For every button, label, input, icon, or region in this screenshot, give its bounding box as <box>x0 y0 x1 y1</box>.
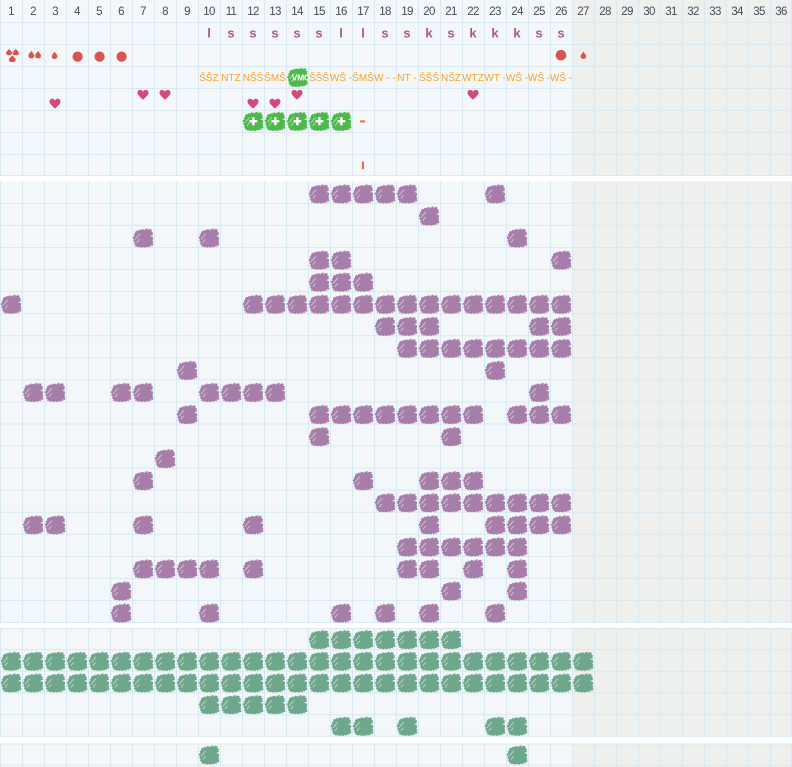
svg-text:s: s <box>249 26 256 41</box>
svg-text:k: k <box>425 26 433 41</box>
svg-text:26: 26 <box>555 6 567 18</box>
svg-text:34: 34 <box>731 6 744 18</box>
svg-text:s: s <box>403 26 410 41</box>
svg-text:l: l <box>207 26 211 41</box>
svg-text:s: s <box>535 26 542 41</box>
svg-text:s: s <box>557 26 564 41</box>
svg-text:15: 15 <box>313 6 325 18</box>
svg-text:s: s <box>381 26 388 41</box>
svg-text:k: k <box>469 26 477 41</box>
svg-text:14: 14 <box>291 6 304 18</box>
svg-text:8: 8 <box>162 6 168 18</box>
svg-text:28: 28 <box>599 6 611 18</box>
svg-text:s: s <box>271 26 278 41</box>
svg-text:WŠ -: WŠ - <box>528 71 550 84</box>
svg-text:k: k <box>513 26 521 41</box>
svg-text:1: 1 <box>8 6 14 18</box>
svg-text:WTZ: WTZ <box>462 73 484 84</box>
svg-text:32: 32 <box>687 6 699 18</box>
svg-text:WŠ -: WŠ - <box>330 71 352 84</box>
svg-text:NTZ: NTZ <box>221 73 240 84</box>
svg-text:ŠMŠ: ŠMŠ <box>264 71 286 84</box>
svg-text:k: k <box>491 26 499 41</box>
svg-text:NT -: NT - <box>397 73 416 84</box>
svg-text:ŠŠŠ: ŠŠŠ <box>419 71 439 84</box>
svg-text:2: 2 <box>30 6 36 18</box>
svg-text:5: 5 <box>96 6 102 18</box>
svg-text:25: 25 <box>533 6 545 18</box>
svg-text:7: 7 <box>140 6 146 18</box>
svg-text:l: l <box>339 26 343 41</box>
svg-text:22: 22 <box>467 6 479 18</box>
svg-text:NŠŠ: NŠŠ <box>243 71 264 84</box>
svg-text:ŠŠŠ: ŠŠŠ <box>309 71 329 84</box>
svg-text:20: 20 <box>423 6 435 18</box>
svg-text:27: 27 <box>577 6 589 18</box>
svg-text:s: s <box>315 26 322 41</box>
svg-text:35: 35 <box>753 6 765 18</box>
svg-text:17: 17 <box>357 6 369 18</box>
svg-text:31: 31 <box>665 6 677 18</box>
svg-text:30: 30 <box>643 6 655 18</box>
svg-text:24: 24 <box>511 6 524 18</box>
svg-text:W - -: W - - <box>374 73 396 84</box>
svg-text:6: 6 <box>118 6 124 18</box>
svg-text:WŠ -: WŠ - <box>550 71 572 84</box>
svg-text:3: 3 <box>52 6 58 18</box>
svg-text:11: 11 <box>226 6 237 18</box>
svg-text:s: s <box>227 26 234 41</box>
svg-text:ŠŠZ: ŠŠZ <box>199 71 218 84</box>
svg-text:ŠMŠ: ŠMŠ <box>352 71 374 84</box>
svg-text:29: 29 <box>621 6 633 18</box>
svg-text:18: 18 <box>379 6 391 18</box>
svg-text:s: s <box>447 26 454 41</box>
svg-text:13: 13 <box>269 6 281 18</box>
svg-text:s: s <box>293 26 300 41</box>
svg-text:33: 33 <box>709 6 721 18</box>
svg-text:4: 4 <box>74 6 81 18</box>
svg-text:l: l <box>361 26 365 41</box>
svg-text:10: 10 <box>203 6 215 18</box>
svg-text:12: 12 <box>247 6 259 18</box>
svg-text:19: 19 <box>401 6 413 18</box>
svg-text:23: 23 <box>489 6 501 18</box>
svg-text:21: 21 <box>445 6 457 18</box>
svg-text:VMO: VMO <box>292 73 311 83</box>
svg-text:9: 9 <box>184 6 190 18</box>
svg-text:WŠ -: WŠ - <box>506 71 528 84</box>
svg-text:36: 36 <box>775 6 787 18</box>
svg-text:NŠZ: NŠZ <box>441 71 461 84</box>
svg-text:16: 16 <box>335 6 347 18</box>
svg-text:WT -: WT - <box>484 73 505 84</box>
